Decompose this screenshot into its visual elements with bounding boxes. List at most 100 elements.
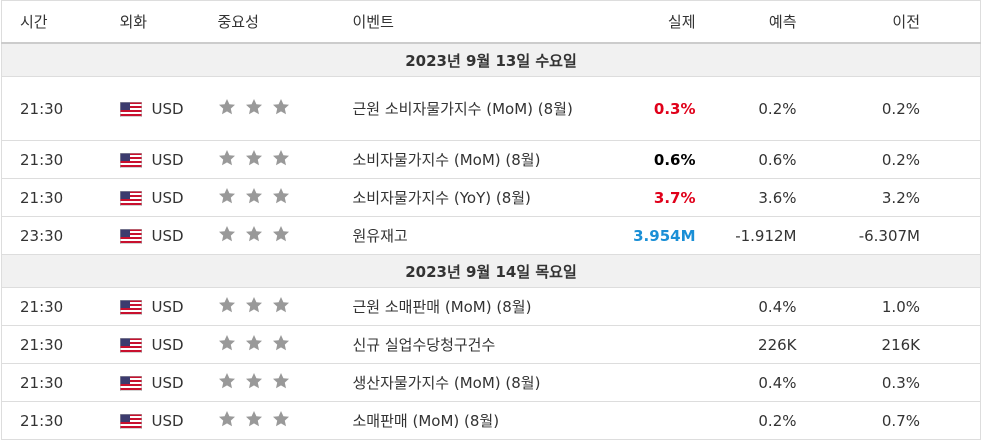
- currency-cell: USD: [101, 325, 202, 364]
- importance: [201, 363, 337, 402]
- previous: 0.2%: [811, 140, 981, 179]
- us-flag: [119, 375, 142, 391]
- date-row: 2023년 9월 14일 목요일: [1, 254, 981, 288]
- stars: [218, 372, 289, 388]
- currency: USD: [151, 226, 184, 245]
- time: 21:30: [1, 325, 102, 364]
- event-row: 21:30 USD 소매판매 (MoM) (8월) 0.2% 0.7%: [1, 401, 981, 440]
- stars: [218, 187, 289, 203]
- us-flag: [119, 152, 142, 168]
- event-row: 21:30 USD 생산자물가지수 (MoM) (8월) 0.4% 0.3%: [1, 363, 981, 402]
- previous: 216K: [811, 325, 981, 364]
- forecast: 0.2%: [711, 401, 812, 440]
- header-row: 시간 외화 중요성 이벤트 실제 예측 이전: [1, 0, 981, 44]
- column-header: 이벤트: [336, 0, 612, 44]
- us-flag: [119, 101, 142, 117]
- time: 21:30: [1, 363, 102, 402]
- event: 근원 소매판매 (MoM) (8월): [336, 287, 612, 326]
- us-flag: [119, 413, 142, 429]
- currency: USD: [151, 188, 184, 207]
- event-row: 21:30 USD 근원 소비자물가지수 (MoM) (8월) 0.3% 0.2% 0.2…: [1, 76, 981, 141]
- currency: USD: [151, 150, 184, 169]
- currency: USD: [151, 373, 184, 392]
- previous: 1.0%: [811, 287, 981, 326]
- time: 23:30: [1, 216, 102, 255]
- actual-cell: 3.954M: [611, 216, 712, 255]
- actual-cell: [611, 401, 712, 440]
- actual-cell: [611, 363, 712, 402]
- stars: [218, 225, 289, 241]
- event-row: 21:30 USD 소비자물가지수 (MoM) (8월) 0.6% 0.6% 0.2%: [1, 140, 981, 179]
- actual-cell: [611, 325, 712, 364]
- actual-cell: [611, 287, 712, 326]
- actual-cell: 0.6%: [611, 140, 712, 179]
- event: 신규 실업수당청구건수: [336, 325, 612, 364]
- us-flag: [119, 228, 142, 244]
- forecast: 0.2%: [711, 76, 812, 141]
- column-header: 실제: [611, 0, 712, 44]
- time: 21:30: [1, 140, 102, 179]
- column-header: 이전: [811, 0, 981, 44]
- actual-cell: 0.3%: [611, 76, 712, 141]
- stars: [218, 149, 289, 165]
- importance: [201, 325, 337, 364]
- time: 21:30: [1, 401, 102, 440]
- date: 2023년 9월 14일 목요일: [1, 254, 981, 288]
- event-row: 21:30 USD 근원 소매판매 (MoM) (8월) 0.4% 1.0%: [1, 287, 981, 326]
- event-row: 21:30 USD 소비자물가지수 (YoY) (8월) 3.7% 3.6% 3.2%: [1, 178, 981, 217]
- previous: 0.3%: [811, 363, 981, 402]
- event: 소비자물가지수 (MoM) (8월): [336, 140, 612, 179]
- stars: [218, 334, 289, 350]
- currency: USD: [151, 99, 184, 118]
- forecast: 3.6%: [711, 178, 812, 217]
- currency: USD: [151, 335, 184, 354]
- us-flag: [119, 190, 142, 206]
- event: 생산자물가지수 (MoM) (8월): [336, 363, 612, 402]
- actual: 0.3%: [653, 99, 696, 118]
- date: 2023년 9월 13일 수요일: [1, 43, 981, 77]
- currency: USD: [151, 297, 184, 316]
- currency: USD: [151, 411, 184, 430]
- previous: -6.307M: [811, 216, 981, 255]
- currency-cell: USD: [101, 76, 202, 141]
- column-header: 외화: [101, 0, 202, 44]
- event: 근원 소비자물가지수 (MoM) (8월): [336, 76, 612, 141]
- event-row: 23:30 USD 원유재고 3.954M -1.912M -6.307M: [1, 216, 981, 255]
- currency-cell: USD: [101, 401, 202, 440]
- importance: [201, 76, 337, 141]
- currency-cell: USD: [101, 287, 202, 326]
- us-flag: [119, 299, 142, 315]
- previous: 0.7%: [811, 401, 981, 440]
- stars: [218, 296, 289, 312]
- forecast: 0.4%: [711, 363, 812, 402]
- importance: [201, 401, 337, 440]
- event: 소매판매 (MoM) (8월): [336, 401, 612, 440]
- forecast: 0.4%: [711, 287, 812, 326]
- currency-cell: USD: [101, 216, 202, 255]
- forecast: 226K: [711, 325, 812, 364]
- actual-cell: 3.7%: [611, 178, 712, 217]
- actual: 3.7%: [653, 188, 696, 207]
- time: 21:30: [1, 178, 102, 217]
- actual: 0.6%: [653, 150, 696, 169]
- time: 21:30: [1, 287, 102, 326]
- importance: [201, 287, 337, 326]
- importance: [201, 216, 337, 255]
- date-row: 2023년 9월 13일 수요일: [1, 43, 981, 77]
- currency-cell: USD: [101, 178, 202, 217]
- currency-cell: USD: [101, 140, 202, 179]
- table-body: 2023년 9월 13일 수요일 21:30 USD 근원 소비자물가지수 (MoM)…: [1, 43, 981, 440]
- actual: 3.954M: [633, 226, 696, 245]
- time: 21:30: [1, 76, 102, 141]
- forecast: -1.912M: [711, 216, 812, 255]
- column-header: 시간: [1, 0, 102, 44]
- column-header: 예측: [711, 0, 812, 44]
- previous: 3.2%: [811, 178, 981, 217]
- previous: 0.2%: [811, 76, 981, 141]
- importance: [201, 178, 337, 217]
- importance: [201, 140, 337, 179]
- event-row: 21:30 USD 신규 실업수당청구건수 226K 216K: [1, 325, 981, 364]
- event: 소비자물가지수 (YoY) (8월): [336, 178, 612, 217]
